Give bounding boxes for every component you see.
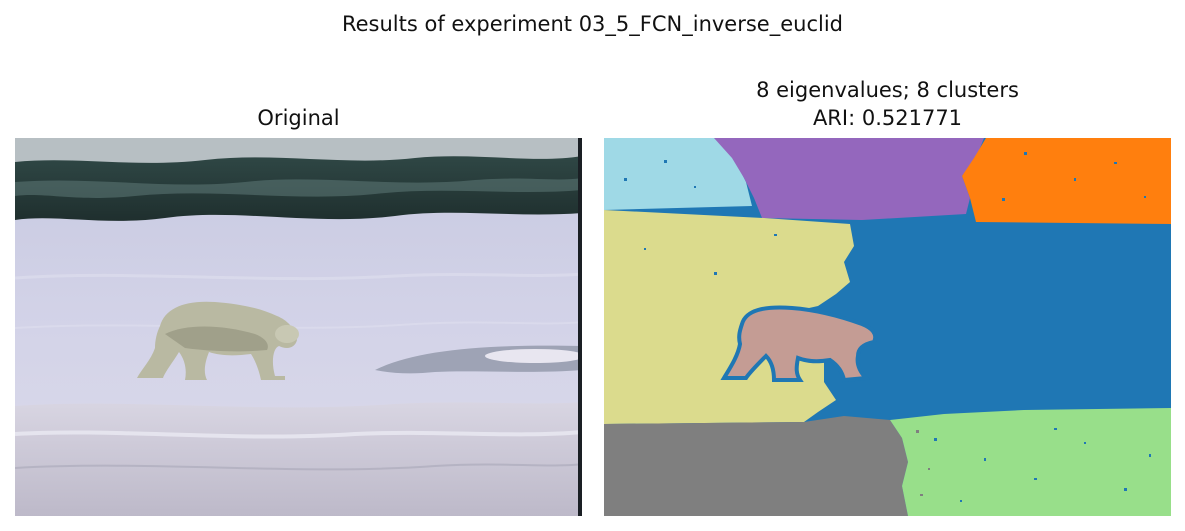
clusters-title: 8 eigenvalues; 8 clusters ARI: 0.521771 bbox=[604, 76, 1171, 132]
cluster-noise-gray bbox=[916, 430, 930, 496]
cluster-region-pink bbox=[720, 305, 878, 383]
cluster-noise bbox=[624, 152, 1151, 502]
clusters-title-line2: ARI: 0.521771 bbox=[812, 106, 963, 130]
cluster-region-purple bbox=[714, 138, 984, 220]
clusters-title-line1: 8 eigenvalues; 8 clusters bbox=[756, 78, 1019, 102]
cluster-map-svg bbox=[604, 138, 1171, 516]
polar-bear bbox=[137, 301, 299, 380]
cluster-map bbox=[604, 138, 1171, 516]
cluster-region-green bbox=[890, 408, 1171, 516]
cluster-region-orange bbox=[962, 138, 1171, 224]
original-image bbox=[15, 138, 582, 516]
original-title: Original bbox=[257, 106, 340, 130]
cluster-region-light-blue bbox=[604, 138, 752, 210]
figure-suptitle: Results of experiment 03_5_FCN_inverse_e… bbox=[341, 12, 843, 36]
cluster-region-gray bbox=[604, 416, 908, 516]
original-image-svg bbox=[15, 138, 582, 516]
